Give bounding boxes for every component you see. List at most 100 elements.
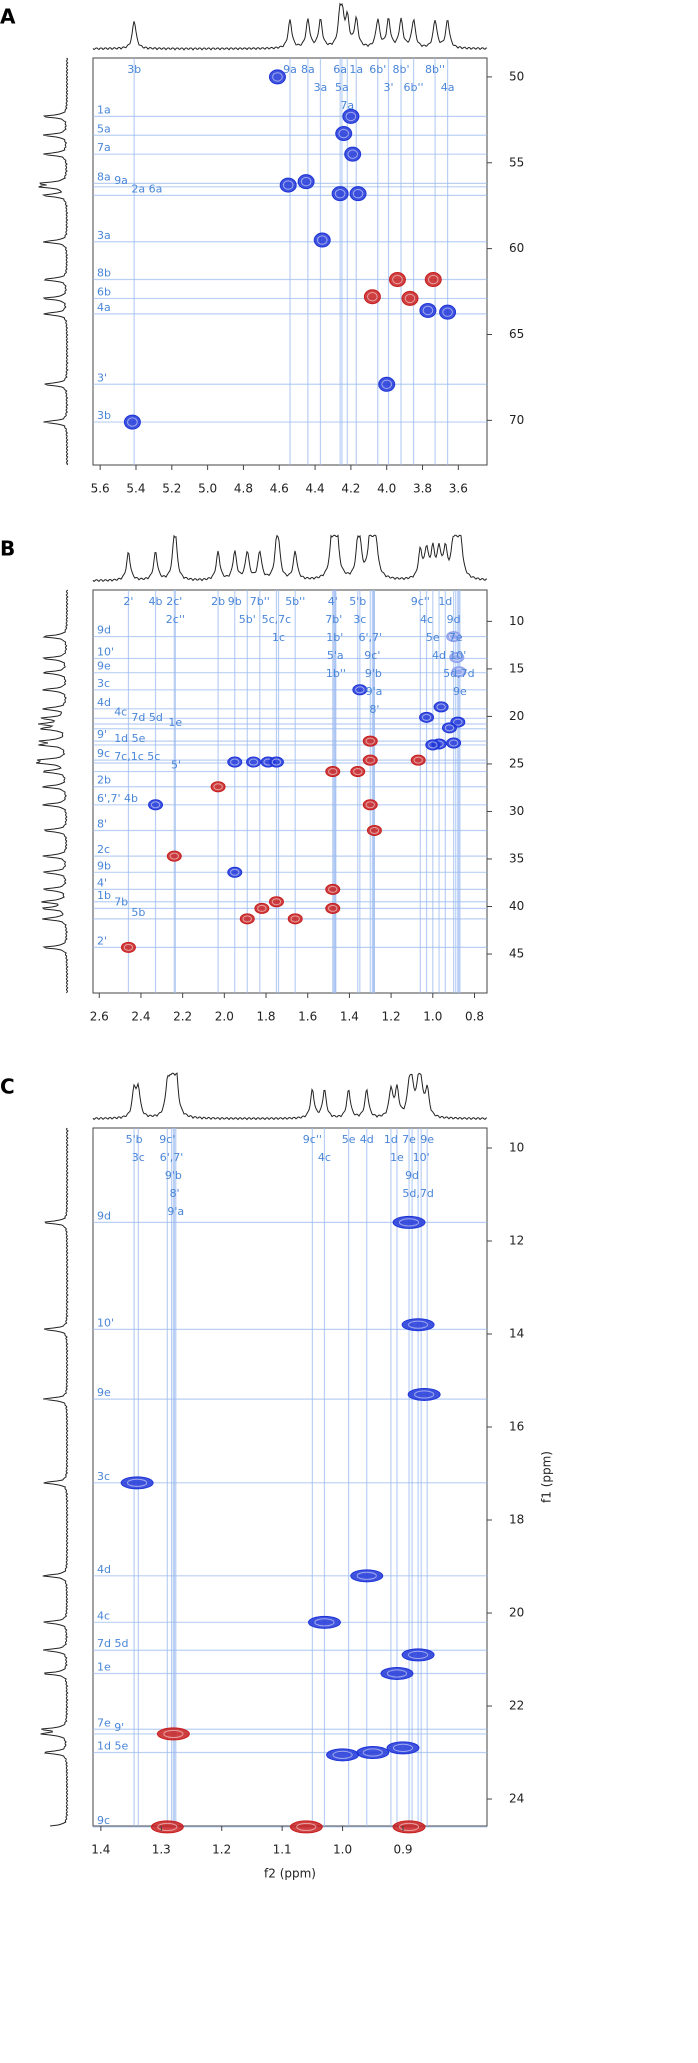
guide-label-f1: 1e bbox=[168, 716, 182, 729]
peak-contour-inner bbox=[163, 1729, 184, 1739]
peak-contour-inner bbox=[413, 756, 423, 764]
peak bbox=[268, 756, 284, 768]
y-tick-label: 30 bbox=[509, 804, 524, 818]
guide-label-f2: 4' bbox=[328, 595, 338, 608]
guide-label-f1: 7b bbox=[114, 895, 128, 908]
y-tick-label: 12 bbox=[509, 1234, 524, 1248]
peak bbox=[449, 651, 465, 663]
y-tick-label: 40 bbox=[509, 899, 524, 913]
guide-label-f1: 3c bbox=[97, 677, 110, 690]
projection-f1 bbox=[38, 57, 69, 466]
panel-label: B bbox=[0, 537, 15, 561]
projection-f1 bbox=[40, 1127, 69, 1827]
guide-label-f1: 3a bbox=[97, 229, 111, 242]
x-tick-label: 2.2 bbox=[173, 1010, 192, 1024]
peak-contour bbox=[356, 1746, 390, 1760]
peak-contour bbox=[307, 1615, 341, 1629]
x-tick-label: 4.8 bbox=[234, 482, 253, 496]
peak-contour-inner bbox=[448, 633, 459, 641]
guide-label-f1: 7c,1c 5c bbox=[114, 750, 160, 763]
guide-label-f1: 7d 5d bbox=[131, 711, 162, 724]
peak-contour bbox=[439, 304, 457, 320]
peak-contour bbox=[392, 1215, 426, 1229]
x-tick-label: 1.2 bbox=[382, 1010, 401, 1024]
guide-label-f2: 4c bbox=[420, 613, 433, 626]
peak-contour-inner bbox=[316, 235, 328, 245]
x-tick-label: 5.2 bbox=[162, 482, 181, 496]
guide-label-f1: 9a bbox=[114, 174, 128, 187]
y-tick-label: 24 bbox=[509, 1792, 524, 1806]
x-tick-label: 2.4 bbox=[131, 1010, 150, 1024]
peak-contour bbox=[313, 232, 331, 248]
peak-contour bbox=[268, 69, 286, 85]
peak-contour-inner bbox=[367, 292, 378, 302]
peak bbox=[287, 913, 303, 925]
guide-label-f2: 5a bbox=[335, 81, 349, 94]
peak-contour-inner bbox=[314, 1618, 335, 1627]
guide-label-f2: 1a bbox=[349, 63, 363, 76]
guide-label-f2: 1d bbox=[438, 595, 452, 608]
guide-label-f2: 9c'' bbox=[303, 1133, 322, 1146]
peak-contour bbox=[349, 186, 367, 202]
guide-label-f1: 2c bbox=[97, 843, 110, 856]
peak-contour-inner bbox=[169, 852, 180, 860]
peak bbox=[166, 850, 182, 862]
guide-label-f1: 1a bbox=[97, 103, 111, 116]
guide-label-f2: 9c' bbox=[364, 649, 380, 662]
guide-label-f2: 8' bbox=[170, 1187, 180, 1200]
peak-contour bbox=[344, 146, 362, 162]
peak bbox=[307, 1615, 341, 1629]
peak-contour-inner bbox=[369, 826, 380, 834]
peak bbox=[289, 1820, 323, 1834]
peak-contour-inner bbox=[362, 1748, 383, 1757]
peak-contour bbox=[401, 290, 419, 306]
guide-label-f2: 9'b bbox=[365, 667, 382, 680]
guide-label-f1: 4' bbox=[97, 876, 107, 889]
peak-contour-inner bbox=[300, 176, 312, 187]
guide-label-f2: 7e bbox=[449, 631, 463, 644]
y-tick-label: 60 bbox=[509, 241, 524, 255]
guide-label-f2: 3c bbox=[132, 1151, 145, 1164]
peak-contour-inner bbox=[230, 868, 240, 876]
y-tick-label: 20 bbox=[509, 1606, 524, 1620]
y-tick-label: 25 bbox=[509, 756, 524, 770]
guide-label-f1: 9e bbox=[97, 660, 111, 673]
peak bbox=[325, 766, 341, 778]
guide-label-f2: 2' bbox=[123, 595, 133, 608]
guide-label-f2: 6',7' bbox=[358, 631, 382, 644]
guide-label-f2: 5d,7d bbox=[402, 1187, 433, 1200]
peak bbox=[123, 414, 141, 430]
guide-label-f2: 9e bbox=[453, 685, 467, 698]
peak-contour-inner bbox=[428, 741, 438, 749]
guide-label-f2: 8b'' bbox=[425, 63, 445, 76]
guide-label-f2: 8b' bbox=[393, 63, 410, 76]
x-tick-label: 1.8 bbox=[256, 1010, 275, 1024]
guide-label-f2: 6a bbox=[333, 63, 347, 76]
x-tick-label: 1.4 bbox=[340, 1010, 359, 1024]
guide-label-f1: 9b bbox=[97, 859, 111, 872]
y-tick-label: 22 bbox=[509, 1699, 524, 1713]
guide-label-f2: 1d bbox=[384, 1133, 398, 1146]
x-tick-label: 1.0 bbox=[423, 1010, 442, 1024]
peak-contour bbox=[123, 414, 141, 430]
peak bbox=[441, 722, 457, 734]
x-tick-label: 5.4 bbox=[126, 482, 145, 496]
peak-contour-inner bbox=[421, 713, 432, 721]
peak bbox=[120, 941, 136, 953]
peak-contour-inner bbox=[408, 1320, 429, 1329]
peak bbox=[392, 1215, 426, 1229]
peak-contour bbox=[392, 1820, 426, 1834]
panel-label: A bbox=[0, 5, 16, 29]
y-tick-label: 55 bbox=[509, 155, 524, 169]
peak-contour-inner bbox=[365, 756, 375, 764]
guide-label-f2: 5e bbox=[342, 1133, 356, 1146]
guide-label-f1: 1e bbox=[97, 1660, 111, 1673]
y-tick-label: 65 bbox=[509, 327, 524, 341]
guide-label-f1: 2b bbox=[97, 774, 111, 787]
peak bbox=[419, 302, 437, 318]
peak bbox=[392, 1820, 426, 1834]
guide-label-f1: 9c bbox=[97, 1814, 110, 1827]
peak bbox=[254, 902, 270, 914]
peak bbox=[239, 913, 255, 925]
y-tick-label: 50 bbox=[509, 69, 524, 83]
